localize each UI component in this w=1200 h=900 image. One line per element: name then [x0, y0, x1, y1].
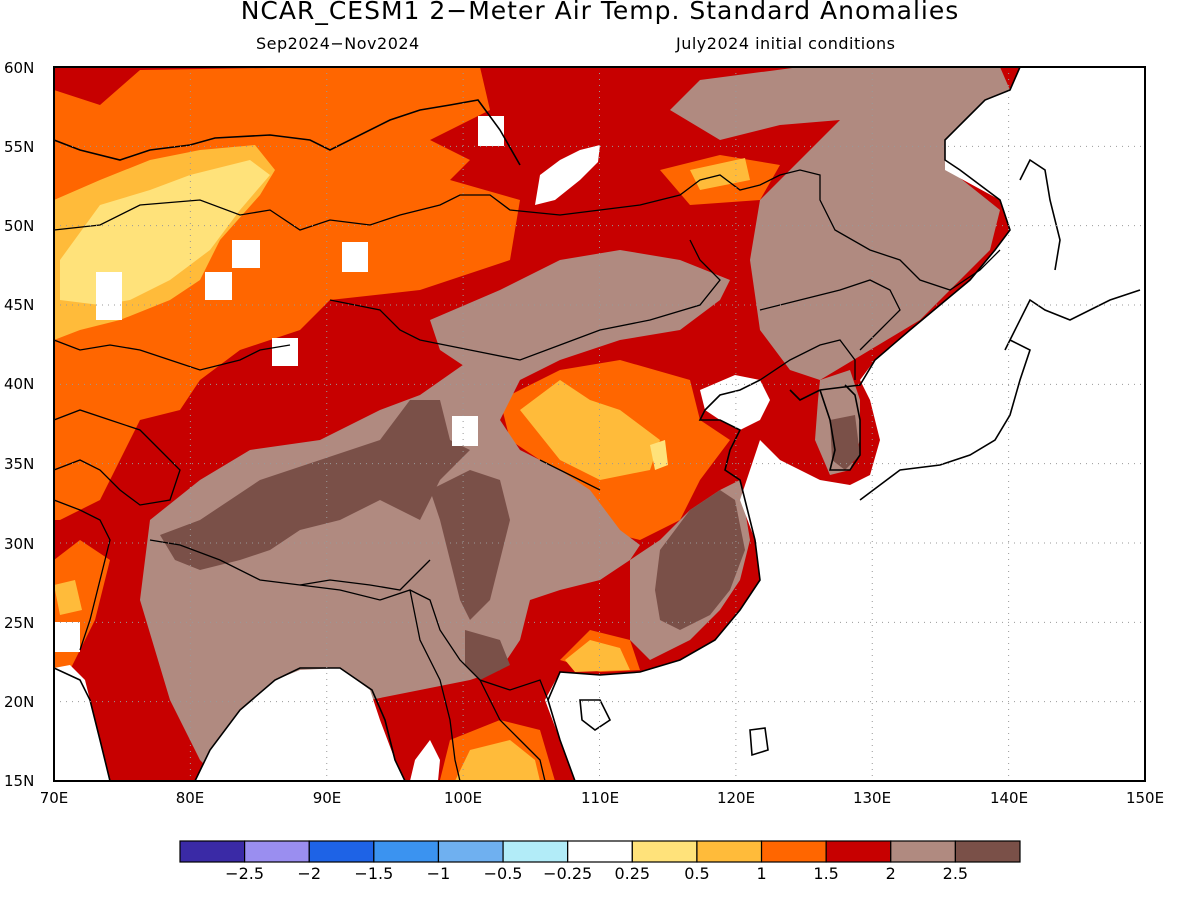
colorbar-tick-label: −0.25: [543, 864, 593, 883]
colorbar-tick-label: 1: [756, 864, 767, 883]
anomaly-zone-brown-siberia-ne: [670, 67, 1010, 380]
lake-issyk-kul: [272, 338, 298, 366]
anomaly-zone-darkbrown-southeast-china: [655, 490, 745, 630]
lon-label-80e: 80E: [175, 789, 205, 807]
lat-label-45n: 45N: [4, 296, 35, 314]
anomaly-zone-yellow-china: [650, 440, 668, 470]
lake-uvs: [342, 242, 368, 272]
ocean-bohai: [700, 375, 770, 430]
anomaly-zone-yellow-kazakhstan: [60, 160, 270, 305]
lake-balkhash: [205, 240, 260, 300]
lon-label-70e: 70E: [39, 789, 69, 807]
lat-label-20n: 20N: [4, 693, 35, 711]
colorbar-tick-label: −0.5: [483, 864, 523, 883]
colorbar-tick-label: 2.5: [942, 864, 969, 883]
colorbar-tick-label: −1: [426, 864, 451, 883]
colorbar-tick-label: 2: [885, 864, 896, 883]
lat-label-15n: 15N: [4, 772, 35, 790]
anomaly-zone-darkbrown-sichuan: [430, 470, 510, 620]
lat-label-25n: 25N: [4, 614, 35, 632]
ocean-bay-of-bengal: [195, 668, 405, 781]
lon-label-90e: 90E: [312, 789, 342, 807]
anomaly-zone-light-orange-north-china: [520, 380, 660, 480]
forecast-period: Sep2024−Nov2024: [256, 34, 420, 53]
anomaly-zone-brown-tibet-india: [140, 280, 720, 781]
lon-label-100e: 100E: [443, 789, 483, 807]
colorbar-tick-label: 0.25: [614, 864, 651, 883]
lon-label-140e: 140E: [989, 789, 1029, 807]
lat-label-50n: 50N: [4, 217, 35, 235]
anomaly-zone-light-orange-mongolia: [690, 158, 750, 190]
lake-khovsgol: [478, 116, 504, 146]
map-title: NCAR_CESM1 2−Meter Air Temp. Standard An…: [240, 0, 960, 25]
anomaly-zone-light-orange-india: [54, 580, 82, 615]
colorbar-tick-label: −2: [297, 864, 322, 883]
lon-label-150e: 150E: [1125, 789, 1165, 807]
lat-label-60n: 60N: [4, 59, 35, 77]
lake-qinghai: [452, 416, 478, 446]
lake-baikal: [535, 145, 600, 205]
map-frame: [53, 66, 1146, 782]
lon-label-120e: 120E: [716, 789, 756, 807]
anomaly-zone-darkbrown-korea: [830, 415, 860, 470]
anomaly-zone-brown-mongolia: [430, 250, 730, 370]
graticule: [54, 67, 1145, 781]
lon-label-110e: 110E: [580, 789, 620, 807]
anomaly-zone-light-orange-south-china: [565, 640, 630, 672]
lat-label-40n: 40N: [4, 375, 35, 393]
anomaly-zone-light-orange-indochina: [455, 740, 540, 781]
lat-label-55n: 55N: [4, 138, 35, 156]
colorbar-tick-label: −1.5: [354, 864, 394, 883]
colorbar-tick-label: 1.5: [813, 864, 839, 883]
anomaly-zone-darkbrown-yunnan: [465, 630, 510, 680]
country-borders: [54, 169, 1001, 781]
lat-label-30n: 30N: [4, 535, 35, 553]
lake-aral: [96, 272, 122, 320]
colorbar-tick-label: −2.5: [225, 864, 265, 883]
lat-label-35n: 35N: [4, 455, 35, 473]
ocean-gulf-of-thailand: [410, 740, 440, 781]
initial-conditions: July2024 initial conditions: [676, 34, 896, 53]
ocean-west-edge: [54, 622, 80, 652]
ocean-arabian-sea: [54, 665, 110, 781]
colorbar-tick-label: 0.5: [684, 864, 710, 883]
coastlines: [54, 67, 1141, 781]
lon-label-130e: 130E: [852, 789, 892, 807]
ocean-pacific: [545, 67, 1145, 781]
anomaly-zone-darkbrown-tibet: [160, 400, 470, 570]
